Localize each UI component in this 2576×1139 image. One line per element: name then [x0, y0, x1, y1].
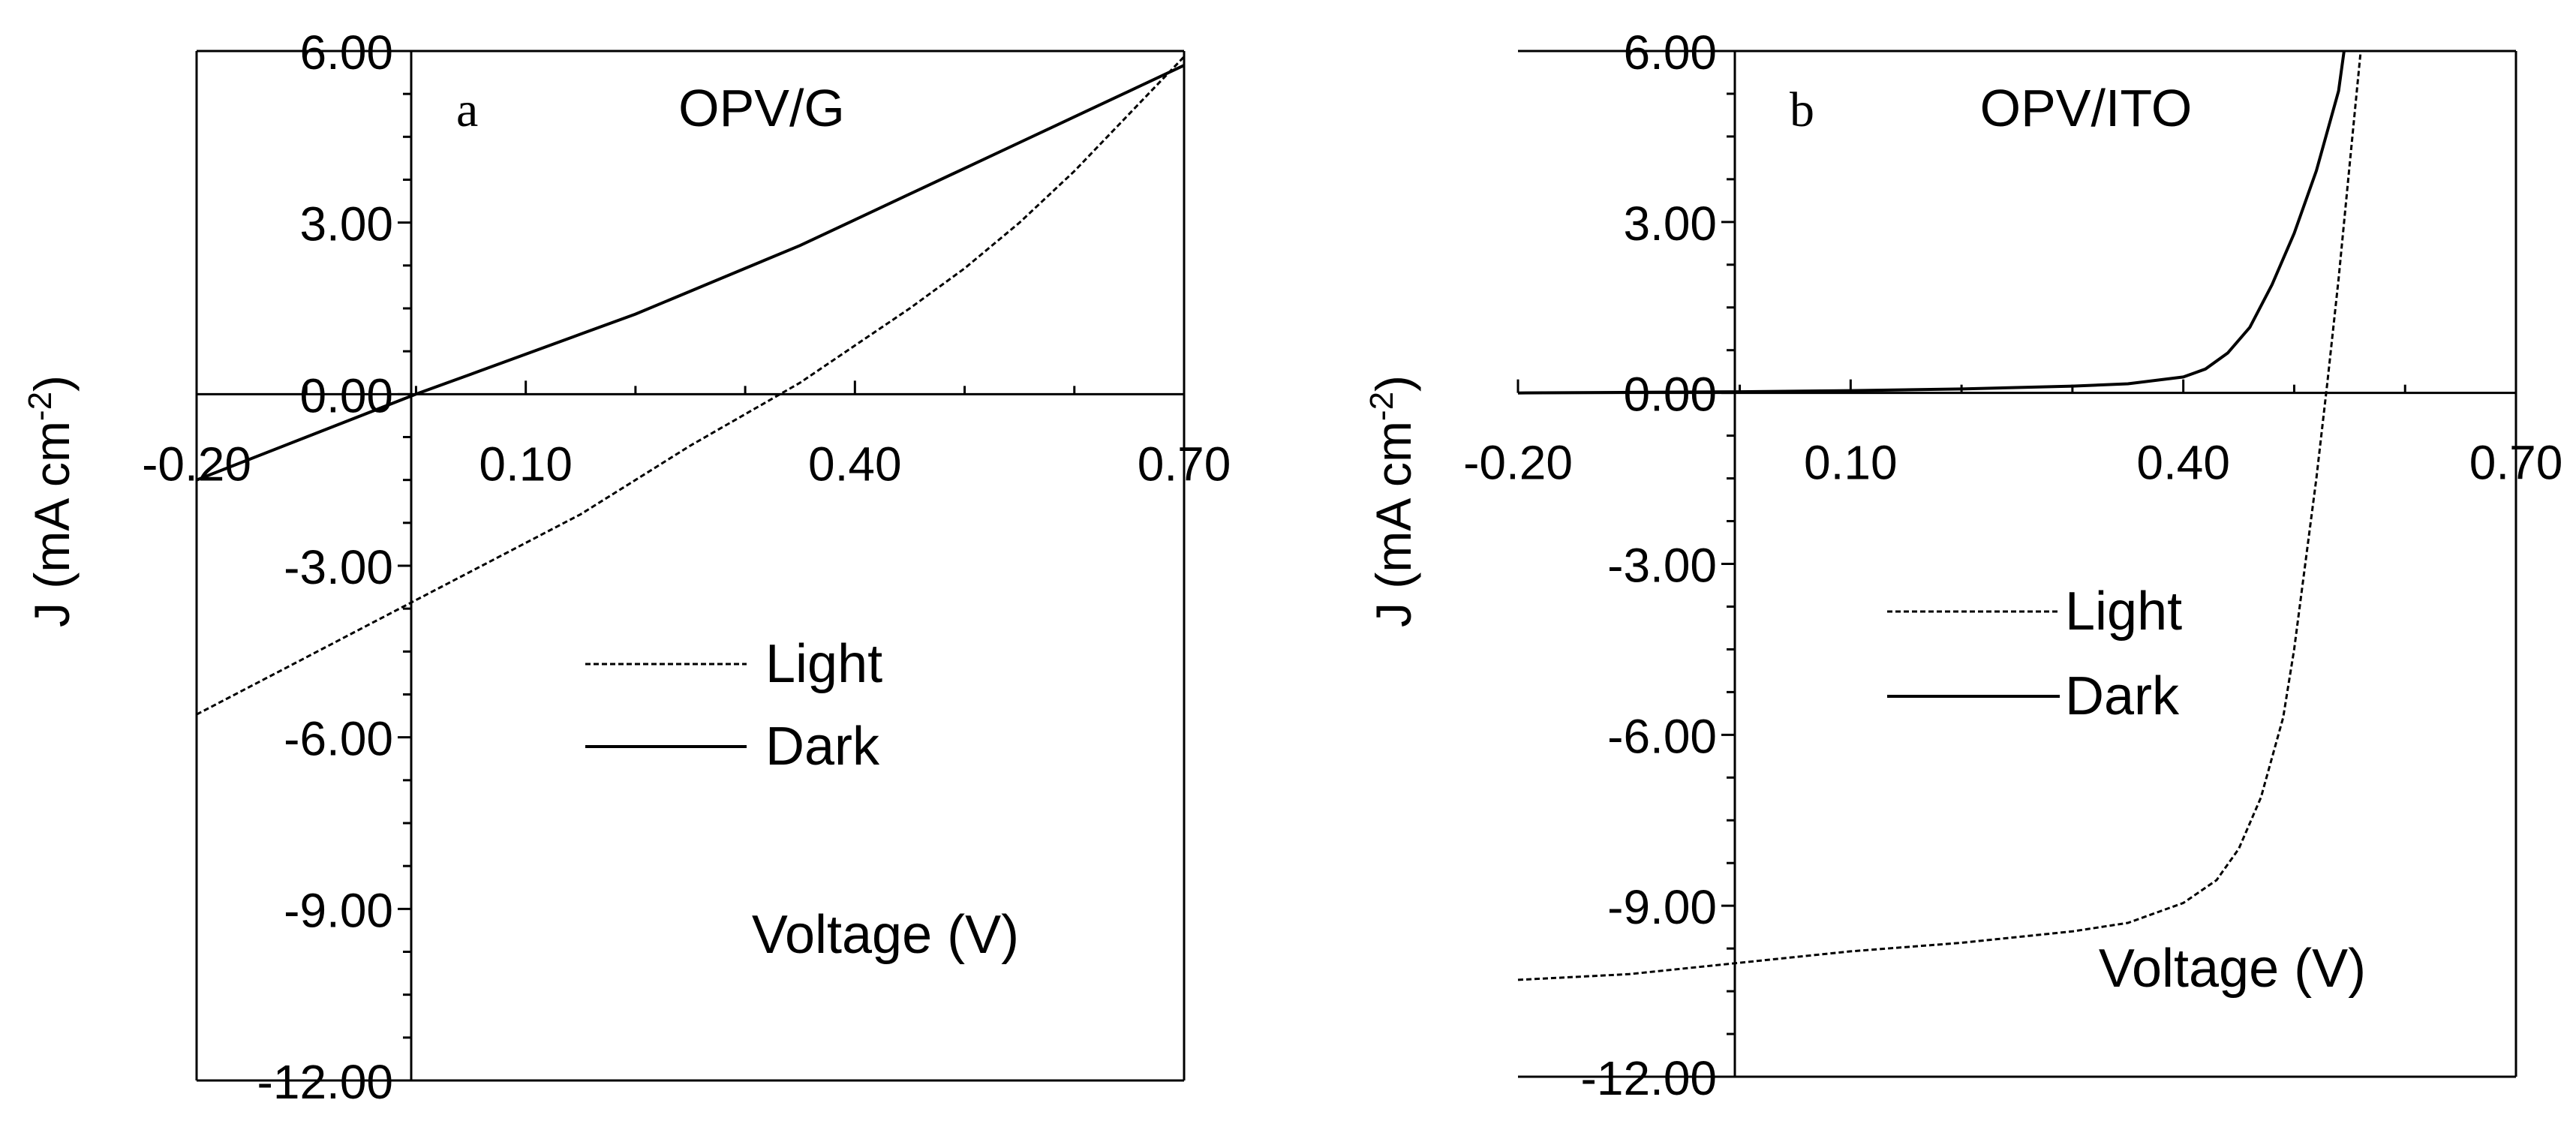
panel-letter: b: [1790, 83, 1814, 137]
legend-label: Light: [2065, 582, 2182, 642]
y-tick-label: -12.00: [1581, 1051, 1717, 1105]
y-tick-label: 0.00: [1623, 368, 1717, 422]
x-axis-label: Voltage (V): [2099, 939, 2366, 999]
x-tick-label: 0.70: [1138, 437, 1231, 491]
series-line-light: [1517, 50, 2362, 981]
y-tick-label: -12.00: [257, 1055, 393, 1109]
x-tick-label: -0.20: [1463, 436, 1573, 490]
y-tick-label: -6.00: [284, 712, 393, 766]
y-tick-label: -9.00: [1607, 880, 1717, 934]
chart-title: OPV/ITO: [1980, 79, 2193, 137]
x-tick-label: 0.10: [479, 437, 573, 491]
legend-label: Dark: [2065, 666, 2180, 726]
x-axis-label: Voltage (V): [752, 905, 1019, 965]
y-tick-label: 3.00: [299, 197, 393, 251]
y-tick-label: 3.00: [1623, 197, 1717, 251]
y-axis-label: J (mA cm-2): [22, 375, 80, 627]
y-tick-label: 6.00: [1623, 26, 1717, 80]
x-tick-label: 0.40: [2136, 436, 2230, 490]
chart-title: OPV/G: [678, 79, 845, 137]
y-axis-label-superscript: -2: [22, 392, 59, 421]
y-axis-label-main: J (mA cm: [1366, 421, 1421, 627]
y-axis-label: J (mA cm-2): [1363, 375, 1421, 627]
y-tick-label: -3.00: [1607, 539, 1717, 593]
x-tick-label: 0.40: [808, 437, 902, 491]
x-tick-label: 0.70: [2469, 436, 2563, 490]
y-axis-label-main: J (mA cm: [24, 421, 80, 627]
y-axis-label-suffix: ): [1366, 375, 1421, 392]
y-tick-label: -3.00: [284, 540, 393, 594]
chart-panel-b: 6.00 3.00 0.00 -3.00 -6.00 -9.00 -12.00 -0.20 0.…: [1363, 26, 2562, 1105]
y-axis-label-superscript: -2: [1363, 392, 1400, 421]
series-line-light: [196, 56, 1186, 716]
y-tick-label: -9.00: [284, 883, 393, 937]
y-tick-label: 0.00: [299, 368, 393, 422]
legend-label: Dark: [765, 717, 880, 777]
y-axis-label-suffix: ): [24, 375, 80, 392]
series-line-dark: [196, 64, 1185, 482]
x-tick-label: 0.10: [1804, 436, 1898, 490]
x-tick-label: -0.20: [142, 437, 251, 491]
series-line-dark: [1517, 50, 2346, 395]
legend-label: Light: [765, 634, 882, 694]
y-tick-label: -6.00: [1607, 709, 1717, 763]
y-tick-label: 6.00: [299, 26, 393, 80]
chart-panel-a: 6.00 3.00 0.00 -3.00 -6.00 -9.00 -12.00 -0.20 0.…: [22, 26, 1231, 1109]
panel-letter: a: [456, 83, 478, 137]
